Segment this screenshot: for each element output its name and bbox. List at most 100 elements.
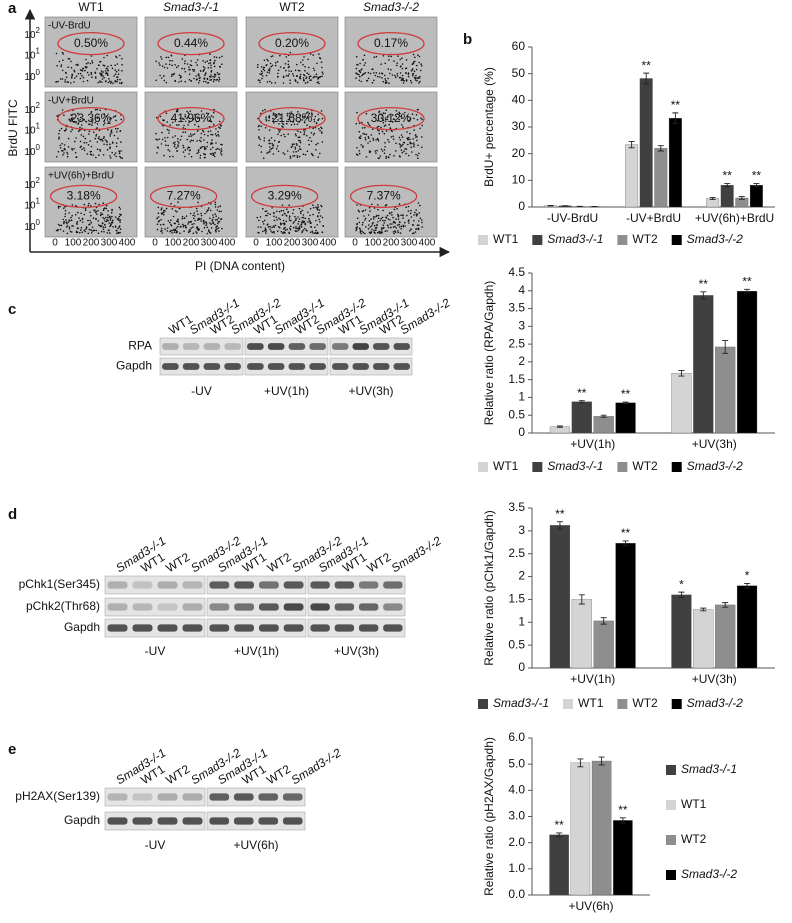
flow-dot bbox=[203, 222, 205, 225]
flow-dot bbox=[88, 202, 90, 205]
flow-dot bbox=[183, 230, 185, 232]
blot-band bbox=[209, 603, 230, 611]
flow-dot bbox=[372, 218, 375, 220]
flow-dot bbox=[273, 215, 275, 218]
flow-dot bbox=[321, 66, 323, 69]
flow-dot bbox=[416, 154, 419, 157]
flow-dot bbox=[268, 67, 271, 70]
flow-dot bbox=[269, 228, 271, 230]
flow-dot bbox=[270, 147, 273, 150]
flow-dot bbox=[307, 211, 309, 214]
flow-dot bbox=[173, 205, 176, 207]
flow-dot bbox=[174, 143, 176, 146]
flow-dot bbox=[70, 66, 73, 69]
flow-dot bbox=[268, 142, 271, 145]
flow-dot bbox=[116, 63, 119, 65]
flow-dot bbox=[377, 221, 379, 223]
flow-dot bbox=[284, 135, 286, 138]
flow-dot bbox=[359, 230, 362, 232]
row-label: -UV-BrdU bbox=[48, 21, 91, 32]
gate-percent: 30.12% bbox=[371, 111, 412, 125]
flow-dot bbox=[375, 152, 377, 154]
flow-dot bbox=[166, 67, 169, 69]
flow-dot bbox=[313, 120, 316, 123]
flow-dot bbox=[321, 127, 323, 130]
flow-dot bbox=[308, 219, 311, 222]
flow-dot bbox=[384, 230, 387, 232]
flow-dot bbox=[79, 146, 82, 149]
gate bbox=[149, 184, 218, 209]
flow-dot bbox=[202, 60, 204, 62]
flow-dot bbox=[411, 151, 413, 153]
flow-dot bbox=[179, 75, 182, 77]
flow-dot bbox=[189, 230, 191, 232]
flow-dot bbox=[203, 146, 206, 148]
flow-dot bbox=[109, 219, 112, 221]
y-tick-label: 6.0 bbox=[508, 730, 525, 744]
flow-dot bbox=[390, 69, 392, 71]
tick-exponent: 2 bbox=[36, 26, 41, 35]
blot-strip bbox=[206, 575, 307, 595]
flow-dot bbox=[384, 146, 386, 148]
flow-dot bbox=[358, 152, 361, 155]
flow-dot bbox=[98, 129, 101, 132]
flow-dot bbox=[396, 64, 398, 67]
flow-dot bbox=[87, 144, 90, 146]
blot-band bbox=[332, 343, 349, 350]
flow-dot bbox=[119, 78, 121, 81]
legend-swatch bbox=[617, 699, 628, 709]
flow-dot bbox=[200, 117, 203, 119]
flow-dot bbox=[69, 220, 71, 222]
flow-dot bbox=[272, 144, 275, 146]
flow-dot bbox=[401, 57, 403, 59]
flow-dot bbox=[300, 210, 302, 213]
flow-dot bbox=[317, 142, 319, 145]
flow-dot bbox=[219, 124, 222, 126]
flow-dot bbox=[389, 127, 392, 130]
flow-dot bbox=[374, 150, 377, 152]
tick-exponent: 0 bbox=[36, 143, 41, 152]
bar bbox=[615, 543, 636, 669]
flow-dot bbox=[359, 137, 362, 140]
blot-band bbox=[157, 817, 178, 825]
flow-dot bbox=[113, 75, 115, 77]
flow-dot bbox=[91, 76, 93, 78]
flow-dot bbox=[269, 225, 271, 228]
flow-dot bbox=[166, 128, 169, 131]
error-bar bbox=[724, 183, 731, 188]
flow-dot bbox=[95, 156, 97, 159]
flow-dot bbox=[73, 148, 75, 150]
x-tick-label: +UV(1h) bbox=[570, 437, 615, 451]
x-tick-label: 200 bbox=[284, 238, 301, 249]
flow-dot bbox=[378, 132, 381, 135]
flow-dot bbox=[384, 117, 387, 119]
blot-band bbox=[383, 581, 403, 589]
flow-dot bbox=[285, 69, 287, 72]
blot-band bbox=[283, 581, 304, 589]
blot-band bbox=[352, 363, 369, 370]
flow-dot bbox=[198, 75, 200, 77]
flow-dot bbox=[84, 209, 87, 212]
flow-dot bbox=[68, 212, 70, 214]
flow-dot bbox=[166, 136, 169, 139]
flow-dot bbox=[90, 205, 92, 207]
flow-dot bbox=[67, 58, 70, 60]
error-bar bbox=[738, 196, 745, 200]
flow-dot bbox=[210, 209, 212, 212]
blot-row-label: pH2AX(Ser139) bbox=[15, 789, 100, 803]
flow-dot bbox=[365, 156, 368, 158]
flow-dot bbox=[383, 222, 386, 224]
flow-dot bbox=[274, 82, 277, 84]
flow-dot bbox=[182, 151, 185, 153]
flow-dot bbox=[259, 138, 262, 141]
flow-dot bbox=[382, 121, 385, 124]
bar bbox=[593, 416, 614, 434]
flow-dot bbox=[309, 231, 312, 234]
flow-dot bbox=[268, 116, 270, 119]
flow-dot bbox=[281, 204, 284, 207]
flow-dot bbox=[316, 207, 318, 210]
bar bbox=[549, 525, 571, 669]
flow-dot bbox=[172, 136, 174, 139]
flow-dot bbox=[169, 230, 171, 233]
flow-dot bbox=[68, 58, 71, 60]
